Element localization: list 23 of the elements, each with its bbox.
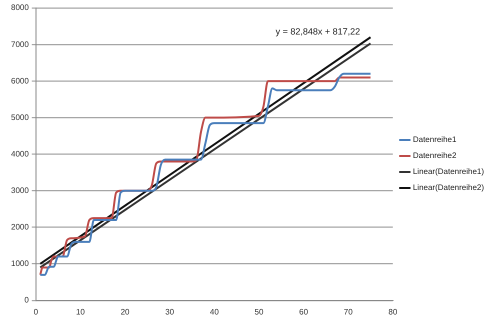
y-tick-label: 3000 xyxy=(11,186,30,195)
x-tick-label: 50 xyxy=(254,307,264,316)
x-tick-label: 70 xyxy=(344,307,354,316)
y-tick-label: 5000 xyxy=(11,112,30,122)
x-tick-label: 40 xyxy=(210,307,220,316)
y-tick-label: 6000 xyxy=(11,76,30,86)
y-tick-label: 8000 xyxy=(11,3,30,12)
x-tick-label: 0 xyxy=(34,307,39,316)
x-tick-label: 80 xyxy=(388,307,398,316)
y-tick-label: 1000 xyxy=(11,259,30,268)
x-tick-label: 20 xyxy=(120,307,130,316)
x-tick-label: 10 xyxy=(76,307,86,316)
y-tick-label: 2000 xyxy=(11,222,30,232)
x-tick-label: 30 xyxy=(165,307,175,316)
legend-label: Linear(Datenreihe1) xyxy=(412,167,484,176)
legend-label: Datenreihe2 xyxy=(412,151,457,160)
x-tick-label: 60 xyxy=(299,307,309,316)
y-tick-label: 4000 xyxy=(11,149,30,158)
annotation: y = 82,848x + 817,22 xyxy=(276,26,360,36)
legend-label: Linear(Datenreihe2) xyxy=(412,183,484,192)
y-tick-label: 0 xyxy=(24,296,30,305)
y-tick-label: 7000 xyxy=(11,40,30,49)
legend-label: Datenreihe1 xyxy=(412,135,457,144)
